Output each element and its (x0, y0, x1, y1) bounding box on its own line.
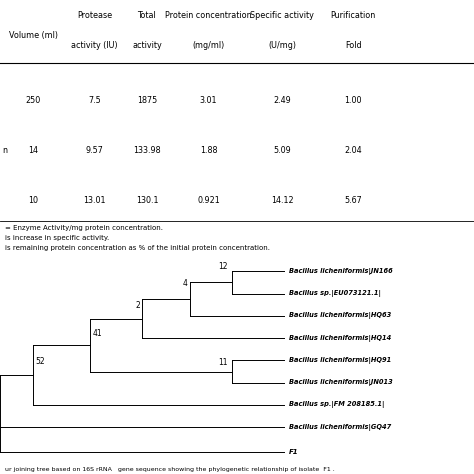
Text: Bacillus licheniformis|HQ14: Bacillus licheniformis|HQ14 (289, 335, 392, 342)
Text: 14: 14 (28, 146, 38, 155)
Text: is increase in specific activity.: is increase in specific activity. (5, 235, 109, 241)
Text: 5.67: 5.67 (344, 197, 362, 205)
Text: Bacillus licheniformis|JN013: Bacillus licheniformis|JN013 (289, 379, 393, 386)
Text: = Enzyme Activity/mg protein concentration.: = Enzyme Activity/mg protein concentrati… (5, 225, 163, 231)
Text: Protein concentration: Protein concentration (165, 11, 252, 20)
Text: 130.1: 130.1 (136, 197, 158, 205)
Text: (mg/ml): (mg/ml) (192, 41, 225, 50)
Text: 12: 12 (218, 262, 228, 271)
Text: Bacillus licheniformis|HQ91: Bacillus licheniformis|HQ91 (289, 357, 392, 364)
Text: Bacillus sp.|FM 208185.1|: Bacillus sp.|FM 208185.1| (289, 401, 384, 409)
Text: 250: 250 (26, 96, 41, 105)
Text: 5.09: 5.09 (273, 146, 291, 155)
Text: 2: 2 (135, 301, 140, 310)
Text: 10: 10 (28, 197, 38, 205)
Text: ur joining tree based on 16S rRNA   gene sequence showing the phylogenetic relat: ur joining tree based on 16S rRNA gene s… (5, 467, 335, 472)
Text: 13.01: 13.01 (83, 197, 106, 205)
Text: activity: activity (132, 41, 162, 50)
Text: Specific activity: Specific activity (250, 11, 314, 20)
Text: 2.04: 2.04 (344, 146, 362, 155)
Text: 3.01: 3.01 (200, 96, 217, 105)
Text: Bacillus licheniformis|GQ47: Bacillus licheniformis|GQ47 (289, 424, 392, 431)
Text: activity (IU): activity (IU) (72, 41, 118, 50)
Text: 9.57: 9.57 (86, 146, 104, 155)
Text: Fold: Fold (345, 41, 362, 50)
Text: 1.00: 1.00 (345, 96, 362, 105)
Text: F1: F1 (289, 449, 299, 455)
Text: is remaining protein concentration as % of the initial protein concentration.: is remaining protein concentration as % … (5, 245, 270, 251)
Text: Volume (ml): Volume (ml) (9, 31, 58, 40)
Text: Protease: Protease (77, 11, 112, 20)
Text: 1875: 1875 (137, 96, 157, 105)
Text: 14.12: 14.12 (271, 197, 293, 205)
Text: 41: 41 (92, 329, 102, 338)
Text: 52: 52 (36, 357, 45, 366)
Text: 133.98: 133.98 (133, 146, 161, 155)
Text: Total: Total (137, 11, 156, 20)
Text: (U/mg): (U/mg) (268, 41, 296, 50)
Text: Purification: Purification (330, 11, 376, 20)
Text: 4: 4 (182, 279, 187, 288)
Text: Bacillus licheniformis|HQ63: Bacillus licheniformis|HQ63 (289, 312, 392, 319)
Text: Bacillus licheniformis|JN166: Bacillus licheniformis|JN166 (289, 268, 393, 275)
Text: 11: 11 (218, 358, 228, 367)
Text: 0.921: 0.921 (197, 197, 220, 205)
Text: 2.49: 2.49 (273, 96, 291, 105)
Text: 7.5: 7.5 (89, 96, 101, 105)
Text: 1.88: 1.88 (200, 146, 217, 155)
Text: n: n (2, 146, 8, 155)
Text: Bacillus sp.|EU073121.1|: Bacillus sp.|EU073121.1| (289, 290, 381, 297)
